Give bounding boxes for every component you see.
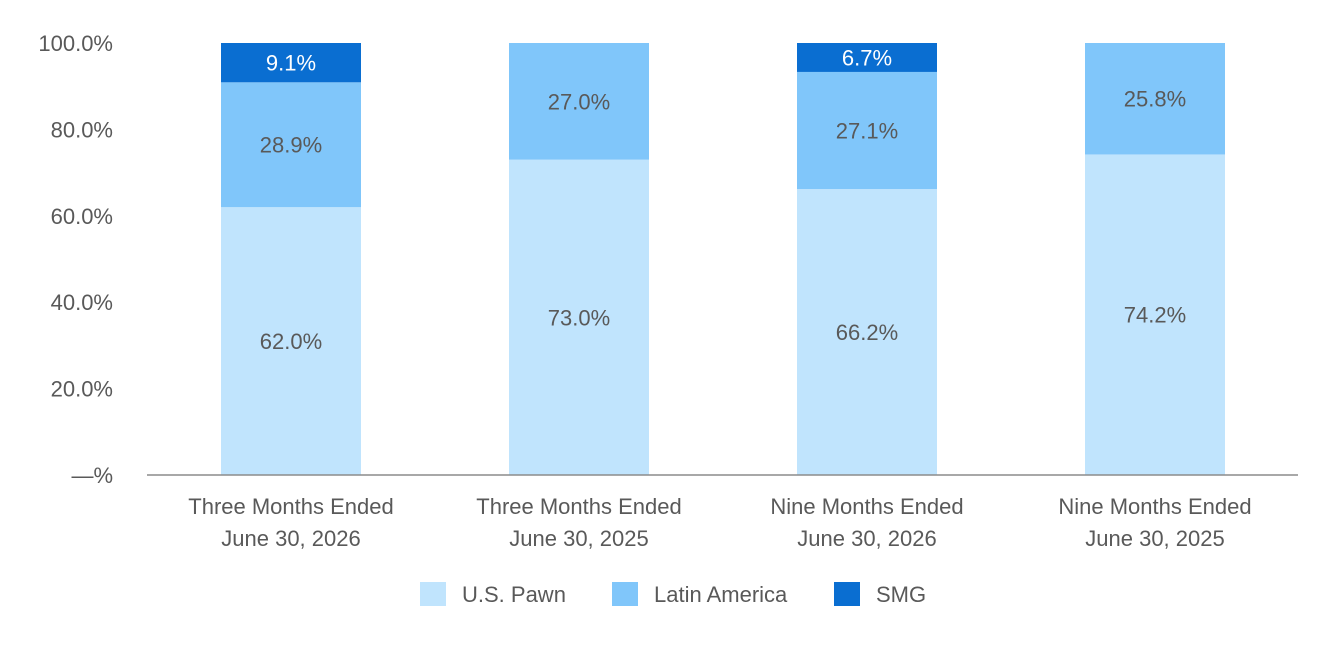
bar-segment-latin-america [509,43,649,160]
bar-segment-smg [221,43,361,83]
data-label: 9.1% [266,51,316,76]
bar-stack: 66.2% 27.1% 6.7% [797,43,937,476]
y-tick-label: 40.0% [51,290,113,315]
legend-label: Latin America [654,582,788,607]
x-category-label: Nine Months Ended June 30, 2026 [770,494,963,551]
data-label: 66.2% [836,320,898,345]
data-label: 62.0% [260,329,322,354]
bar-segment-u-s-pawn [509,159,649,475]
y-tick-label: 80.0% [51,117,113,142]
bar-stack: 74.2% 25.8% [1085,43,1225,475]
legend-item: U.S. Pawn [420,582,566,607]
bar-stack: 62.0% 28.9% 9.1% [221,43,361,475]
data-label: 28.9% [260,133,322,158]
legend-item: SMG [834,582,926,607]
bar-segment-latin-america [221,82,361,208]
x-category-label: Three Months Ended June 30, 2026 [188,494,393,551]
x-category-label: Nine Months Ended June 30, 2025 [1058,494,1251,551]
y-tick-label: 100.0% [38,31,113,56]
y-tick-label: 60.0% [51,204,113,229]
bar-stack: 73.0% 27.0% [509,43,649,475]
x-axis: Three Months Ended June 30, 2026 Three Mon… [147,474,1298,551]
data-label: 73.0% [548,305,610,330]
bar-segment-latin-america [797,71,937,190]
legend-swatch [612,582,638,606]
y-tick-label: —% [71,463,113,488]
bar-segment-u-s-pawn [1085,154,1225,475]
legend-swatch [420,582,446,606]
legend-label: U.S. Pawn [462,582,566,607]
data-label: 25.8% [1124,87,1186,112]
bar-segment-u-s-pawn [221,207,361,475]
data-label: 27.0% [548,89,610,114]
y-tick-label: 20.0% [51,377,113,402]
legend-item: Latin America [612,582,788,607]
bars: 62.0% 28.9% 9.1% 73.0% 27.0% 66.2% 27.1% 6.7% 74… [221,43,1225,476]
data-label: 27.1% [836,118,898,143]
x-category-label: Three Months Ended June 30, 2025 [476,494,681,551]
bar-segment-smg [797,43,937,72]
y-axis: —% 20.0% 40.0% 60.0% 80.0% 100.0% [38,31,113,488]
data-label: 6.7% [842,45,892,70]
bar-segment-latin-america [1085,43,1225,155]
legend-swatch [834,582,860,606]
bar-segment-u-s-pawn [797,189,937,476]
legend-label: SMG [876,582,926,607]
data-label: 74.2% [1124,303,1186,328]
legend: U.S. Pawn Latin America SMG [420,582,926,607]
